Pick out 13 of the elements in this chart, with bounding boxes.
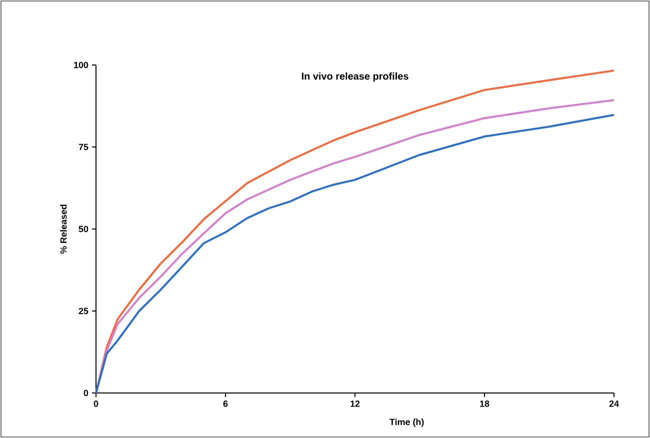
x-axis-title: Time (h)	[390, 418, 424, 427]
y-tick-label: 100	[74, 62, 88, 68]
x-tick-label: 18	[480, 400, 490, 407]
y-tick-label: 0	[84, 390, 88, 396]
y-axis-title: % Released	[60, 204, 67, 254]
y-tick-label: 75	[78, 144, 88, 150]
y-tick-label: 50	[78, 226, 88, 232]
text: In vivo release profiles	[302, 72, 408, 82]
x-tick-label: 6	[223, 400, 228, 407]
x-tick-label: 24	[609, 400, 619, 407]
y-tick-label: 25	[78, 308, 88, 314]
x-tick-label: 0	[94, 400, 98, 407]
x-tick-label: 12	[350, 400, 360, 407]
